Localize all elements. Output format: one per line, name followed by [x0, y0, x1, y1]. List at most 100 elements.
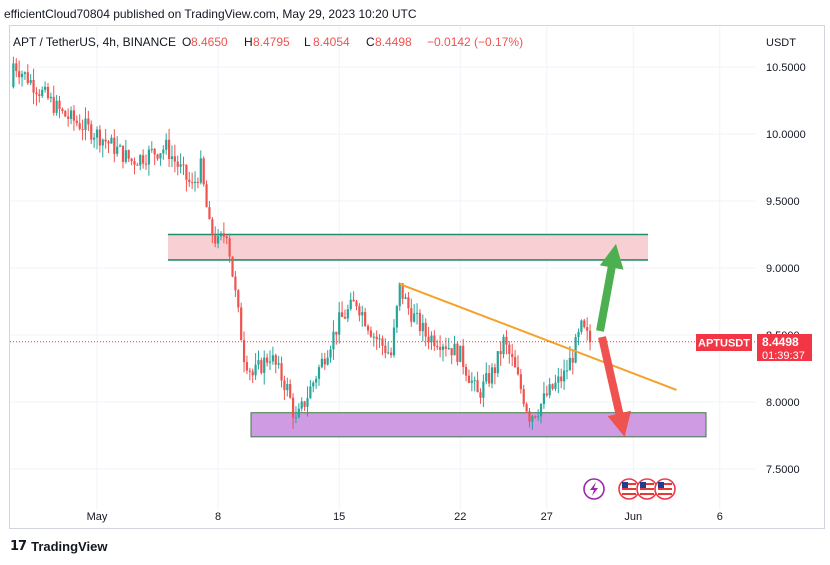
candle-body [335, 331, 338, 335]
support-zone[interactable] [250, 412, 707, 438]
candle-body [557, 376, 560, 383]
candle-body [306, 398, 309, 407]
candle-body [415, 312, 419, 314]
candle-body [260, 360, 263, 373]
candle-body [286, 384, 289, 391]
candle-body [121, 145, 125, 162]
candle-body [231, 256, 234, 277]
bearish-arrow[interactable] [598, 336, 632, 437]
candle-body [430, 335, 433, 343]
candle-body [464, 366, 468, 376]
legend-o-value: 8.4650 [191, 35, 228, 49]
candle-body [343, 316, 347, 319]
candle-body [346, 309, 349, 319]
candle-body [364, 312, 367, 326]
candle-body [459, 345, 462, 362]
candle-body [421, 322, 424, 332]
candle-body [436, 346, 439, 348]
candle-body [315, 378, 318, 383]
candle-body [12, 63, 15, 88]
candle-body [554, 382, 557, 389]
candle-body [130, 158, 133, 162]
candle-body [87, 118, 90, 125]
candle-body [81, 128, 84, 130]
candle-body [404, 297, 407, 299]
candle-body [15, 63, 18, 72]
candle-body [450, 348, 453, 356]
candle-body [291, 397, 295, 418]
candle-body [93, 137, 96, 140]
candle-body [456, 343, 459, 362]
candle-body [433, 335, 436, 347]
legend-symbol[interactable]: APT / TetherUS, 4h, BINANCE [13, 35, 176, 49]
event-icons[interactable] [583, 478, 676, 500]
candle-body [176, 161, 179, 167]
candle-body [277, 363, 280, 365]
annotation-zones [168, 233, 707, 438]
resistance-zone[interactable] [168, 234, 648, 260]
candle-body [372, 336, 375, 338]
candle-body [23, 72, 27, 74]
tradingview-logo-icon[interactable]: 17 [10, 539, 27, 554]
candle-body [147, 149, 150, 165]
candle-body [522, 389, 525, 405]
candle-body [410, 308, 413, 322]
candles-layer [12, 56, 592, 430]
candle-body [67, 116, 70, 119]
countdown-value: 01:39:37 [762, 350, 805, 362]
candle-body [568, 357, 571, 371]
candle-body [266, 357, 269, 363]
candle-body [113, 137, 116, 154]
candle-body [528, 411, 531, 422]
candle-body [577, 331, 580, 338]
candle-body [297, 408, 300, 418]
candle-body [303, 401, 306, 407]
footer-brand[interactable]: TradingView [31, 539, 108, 554]
candle-body [75, 120, 78, 124]
bullish-arrow-shape[interactable] [596, 243, 624, 332]
x-tick-label: Jun [624, 511, 642, 523]
candle-body [84, 118, 87, 130]
candle-body [69, 110, 73, 119]
y-tick-label: 7.5000 [766, 464, 800, 476]
bullish-arrow[interactable] [596, 243, 624, 332]
x-tick-label: May [87, 511, 108, 523]
candle-body [196, 181, 200, 183]
candle-body [217, 236, 220, 244]
lightning-icon[interactable] [583, 478, 605, 500]
candle-body [274, 355, 277, 365]
candle-body [199, 158, 202, 183]
candle-body [170, 156, 174, 159]
us-flag-icon[interactable] [654, 478, 676, 500]
candle-body [46, 86, 50, 99]
candle-body [44, 86, 47, 90]
candle-body [38, 94, 41, 96]
legend-change: −0.0142 (−0.17%) [427, 35, 523, 49]
candle-body [441, 346, 445, 350]
bearish-arrow-shape[interactable] [598, 336, 632, 437]
candle-body [413, 313, 416, 322]
candle-body [384, 345, 387, 353]
candle-body [257, 360, 260, 365]
candle-body [375, 336, 378, 340]
candle-body [511, 353, 514, 358]
candle-body [580, 320, 583, 332]
us-flag-icon[interactable] [636, 478, 658, 500]
candle-body [439, 347, 442, 350]
descending-trendline[interactable] [399, 283, 677, 391]
candle-body [565, 370, 569, 372]
candle-body [90, 124, 93, 140]
footer: 17 TradingView [10, 539, 107, 554]
candle-body [20, 73, 24, 78]
candle-body [150, 148, 153, 150]
candle-body [61, 108, 64, 112]
y-tick-label: 10.0000 [766, 129, 806, 141]
us-flag-icon[interactable] [618, 478, 640, 500]
legend-h-value: 8.4795 [253, 35, 290, 49]
candle-body [211, 219, 214, 236]
candle-body [571, 357, 574, 363]
candle-body [208, 207, 211, 220]
candle-body [136, 164, 139, 166]
candle-body [323, 358, 326, 365]
